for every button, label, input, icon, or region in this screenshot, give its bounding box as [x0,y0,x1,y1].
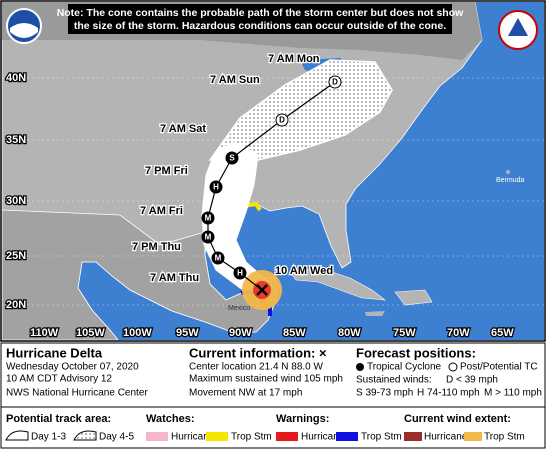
forecast-text: H 74-110 mph [417,388,480,399]
note-text: the size of the storm. Hazardous conditi… [74,20,446,32]
forecast-markers: D D S H M M M H [201,75,342,280]
day45-swatch [73,430,97,441]
forecast-marker-letter: D [332,78,338,87]
forecast-marker [328,75,342,89]
nws-logo-mark [508,18,528,36]
cuba [289,267,386,301]
forecast-marker [275,113,289,127]
forecast-marker-letter: M [205,214,212,223]
forecast-marker [201,230,215,244]
forecast-text: D < 39 mph [446,375,498,386]
forecast-text: Post/Potential TC [460,362,538,373]
current-info-text: Center location 21.4 N 88.0 W [189,362,324,373]
hurricane-watch-swatch [146,432,168,441]
forecast-marker [225,151,239,165]
storm-date: Wednesday October 07, 2020 [6,362,139,373]
lon-label: 80W [338,327,361,339]
forecast-marker-letter: M [205,233,212,242]
legend-box [0,342,546,449]
place-label: Mexico [228,305,250,312]
lat-label: 25N [6,250,26,262]
mexico [1,209,277,341]
legend-text: Trop Stm [231,432,272,443]
forecast-time-label: 7 PM Thu [132,241,181,253]
forecast-time-label: 7 AM Fri [140,205,183,217]
current-info-text: Maximum sustained wind 105 mph [189,374,343,385]
lat-label: 20N [6,299,26,311]
forecast-time-label: 7 PM Fri [145,165,188,177]
hispaniola [394,289,433,306]
storm-center: NWS National Hurricane Center [6,388,148,399]
legend-text: Hurricane [171,432,215,443]
forecast-text: Sustained winds: [356,375,432,386]
storm-name: Hurricane Delta [6,345,103,360]
lon-label: 90W [229,327,252,339]
hurricane-extent-swatch [404,432,422,441]
lon-label: 110W [30,327,59,339]
lon-label: 85W [283,327,306,339]
forecast-time-label: 7 AM Sat [160,123,206,135]
lon-label: 65W [491,327,514,339]
map: D D S H M M M H 40N 35N 30N 25N 20N 110W 105W 1… [0,0,546,342]
forecast-marker-letter: S [229,154,235,163]
ptc-symbol [448,362,458,372]
forecast-time-label: 7 AM Thu [150,272,199,284]
legend-text: Day 1-3 [31,432,66,443]
legend-text: Trop Stm [361,432,402,443]
forecast-marker [209,180,223,194]
forecast-time-label: 10 AM Wed [275,265,333,277]
lon-label: 70W [447,327,470,339]
lat-label: 30N [6,195,26,207]
storm-advisory: 10 AM CDT Advisory 12 [6,374,112,385]
ts-watch-swatch [206,432,228,441]
lon-label: 75W [393,327,416,339]
track-area-title: Potential track area: [6,413,111,425]
ts-extent-swatch [464,432,482,441]
legend-text: Day 4-5 [99,432,134,443]
map-border [0,0,546,342]
current-position [256,284,268,296]
forecast-title: Forecast positions: [356,345,476,360]
forecast-marker [233,266,247,280]
note-text: Note: The cone contains the probable pat… [57,7,464,19]
legend-text: Hurricane [424,432,468,443]
day13-swatch [5,430,29,441]
current-info-text: Movement NW at 17 mph [189,388,302,399]
forecast-marker-letter: H [213,183,219,192]
forecast-marker [211,251,225,265]
forecast-marker-letter: M [215,254,222,263]
forecast-marker [201,211,215,225]
hurricane-warning-swatch [276,432,298,441]
warnings-title: Warnings: [276,413,329,425]
legend-text: Hurricane [301,432,345,443]
forecast-text: Tropical Cyclone [367,362,442,373]
jamaica [365,311,385,316]
note-box [68,4,452,34]
wind-extent-title: Current wind extent: [404,413,511,425]
cone-day-4-5 [208,59,393,161]
lon-label: 105W [76,327,105,339]
lat-label: 40N [6,72,26,84]
ts-warning-swatch [336,432,358,441]
place-label: Bermuda [496,177,525,184]
noaa-logo-wave [10,23,38,38]
lat-label: 35N [6,134,26,146]
legend-text: Trop Stm [484,432,525,443]
forecast-text: S 39-73 mph [356,388,413,399]
forecast-time-label: 7 AM Sun [210,74,260,86]
bermuda-island [506,170,510,174]
forecast-marker-letter: D [279,116,285,125]
x-mark [256,284,268,296]
legend: Hurricane Delta Wednesday October 07, 20… [0,342,546,449]
tc-symbol [356,363,364,371]
watches-title: Watches: [146,413,195,425]
lon-label: 95W [176,327,199,339]
forecast-time-label: 7 AM Mon [268,53,320,65]
current-info-title: Current information: × [189,345,327,360]
forecast-marker-letter: H [237,269,243,278]
lon-label: 100W [123,327,152,339]
forecast-text: M > 110 mph [484,388,542,399]
